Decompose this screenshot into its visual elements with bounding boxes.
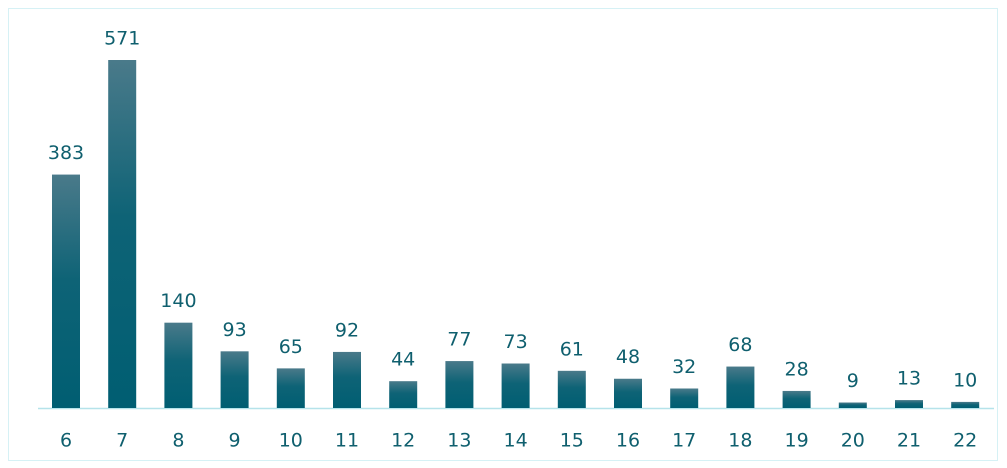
x-tick-label: 11 bbox=[335, 430, 359, 452]
value-label: 61 bbox=[560, 338, 584, 360]
bar bbox=[614, 378, 642, 408]
x-tick-label: 16 bbox=[616, 430, 640, 452]
bar bbox=[951, 401, 980, 408]
x-tick-label: 13 bbox=[447, 430, 471, 452]
value-label: 32 bbox=[672, 356, 696, 378]
x-tick-label: 22 bbox=[953, 430, 977, 452]
bar bbox=[726, 366, 755, 408]
value-label: 93 bbox=[223, 319, 247, 341]
frame bbox=[8, 8, 998, 461]
bar bbox=[108, 60, 137, 408]
value-label: 48 bbox=[616, 346, 640, 368]
x-tick-label: 20 bbox=[841, 430, 865, 452]
x-tick-label: 14 bbox=[504, 430, 528, 452]
bar bbox=[895, 400, 923, 408]
x-tick-label: 21 bbox=[897, 430, 921, 452]
value-label: 44 bbox=[391, 349, 415, 371]
bar bbox=[445, 361, 474, 408]
x-tick-label: 10 bbox=[279, 430, 303, 452]
x-tick-label: 7 bbox=[116, 430, 128, 452]
bar bbox=[52, 174, 80, 408]
bar bbox=[838, 402, 867, 408]
x-tick-label: 12 bbox=[391, 430, 415, 452]
bar bbox=[557, 370, 586, 408]
bar bbox=[782, 390, 811, 408]
x-tick-label: 8 bbox=[172, 430, 184, 452]
value-label: 68 bbox=[728, 334, 752, 356]
bar bbox=[276, 368, 305, 408]
bar bbox=[164, 322, 193, 408]
value-label: 140 bbox=[160, 290, 196, 312]
bar bbox=[333, 351, 361, 408]
x-tick-label: 18 bbox=[728, 430, 752, 452]
value-label: 9 bbox=[847, 370, 859, 392]
value-label: 383 bbox=[48, 142, 84, 164]
x-tick-label: 19 bbox=[785, 430, 809, 452]
bar bbox=[389, 381, 418, 408]
value-label: 10 bbox=[953, 369, 977, 391]
value-label: 73 bbox=[504, 331, 528, 353]
value-label: 65 bbox=[279, 336, 303, 358]
x-tick-label: 15 bbox=[560, 430, 584, 452]
value-label: 77 bbox=[447, 329, 471, 351]
bar bbox=[220, 351, 249, 408]
value-label: 13 bbox=[897, 368, 921, 390]
bar bbox=[501, 363, 530, 408]
bar bbox=[670, 388, 699, 408]
x-tick-label: 9 bbox=[229, 430, 241, 452]
value-label: 92 bbox=[335, 319, 359, 341]
value-label: 28 bbox=[785, 358, 809, 380]
value-label: 571 bbox=[104, 28, 140, 50]
x-tick-label: 17 bbox=[672, 430, 696, 452]
x-tick-label: 6 bbox=[60, 430, 72, 452]
